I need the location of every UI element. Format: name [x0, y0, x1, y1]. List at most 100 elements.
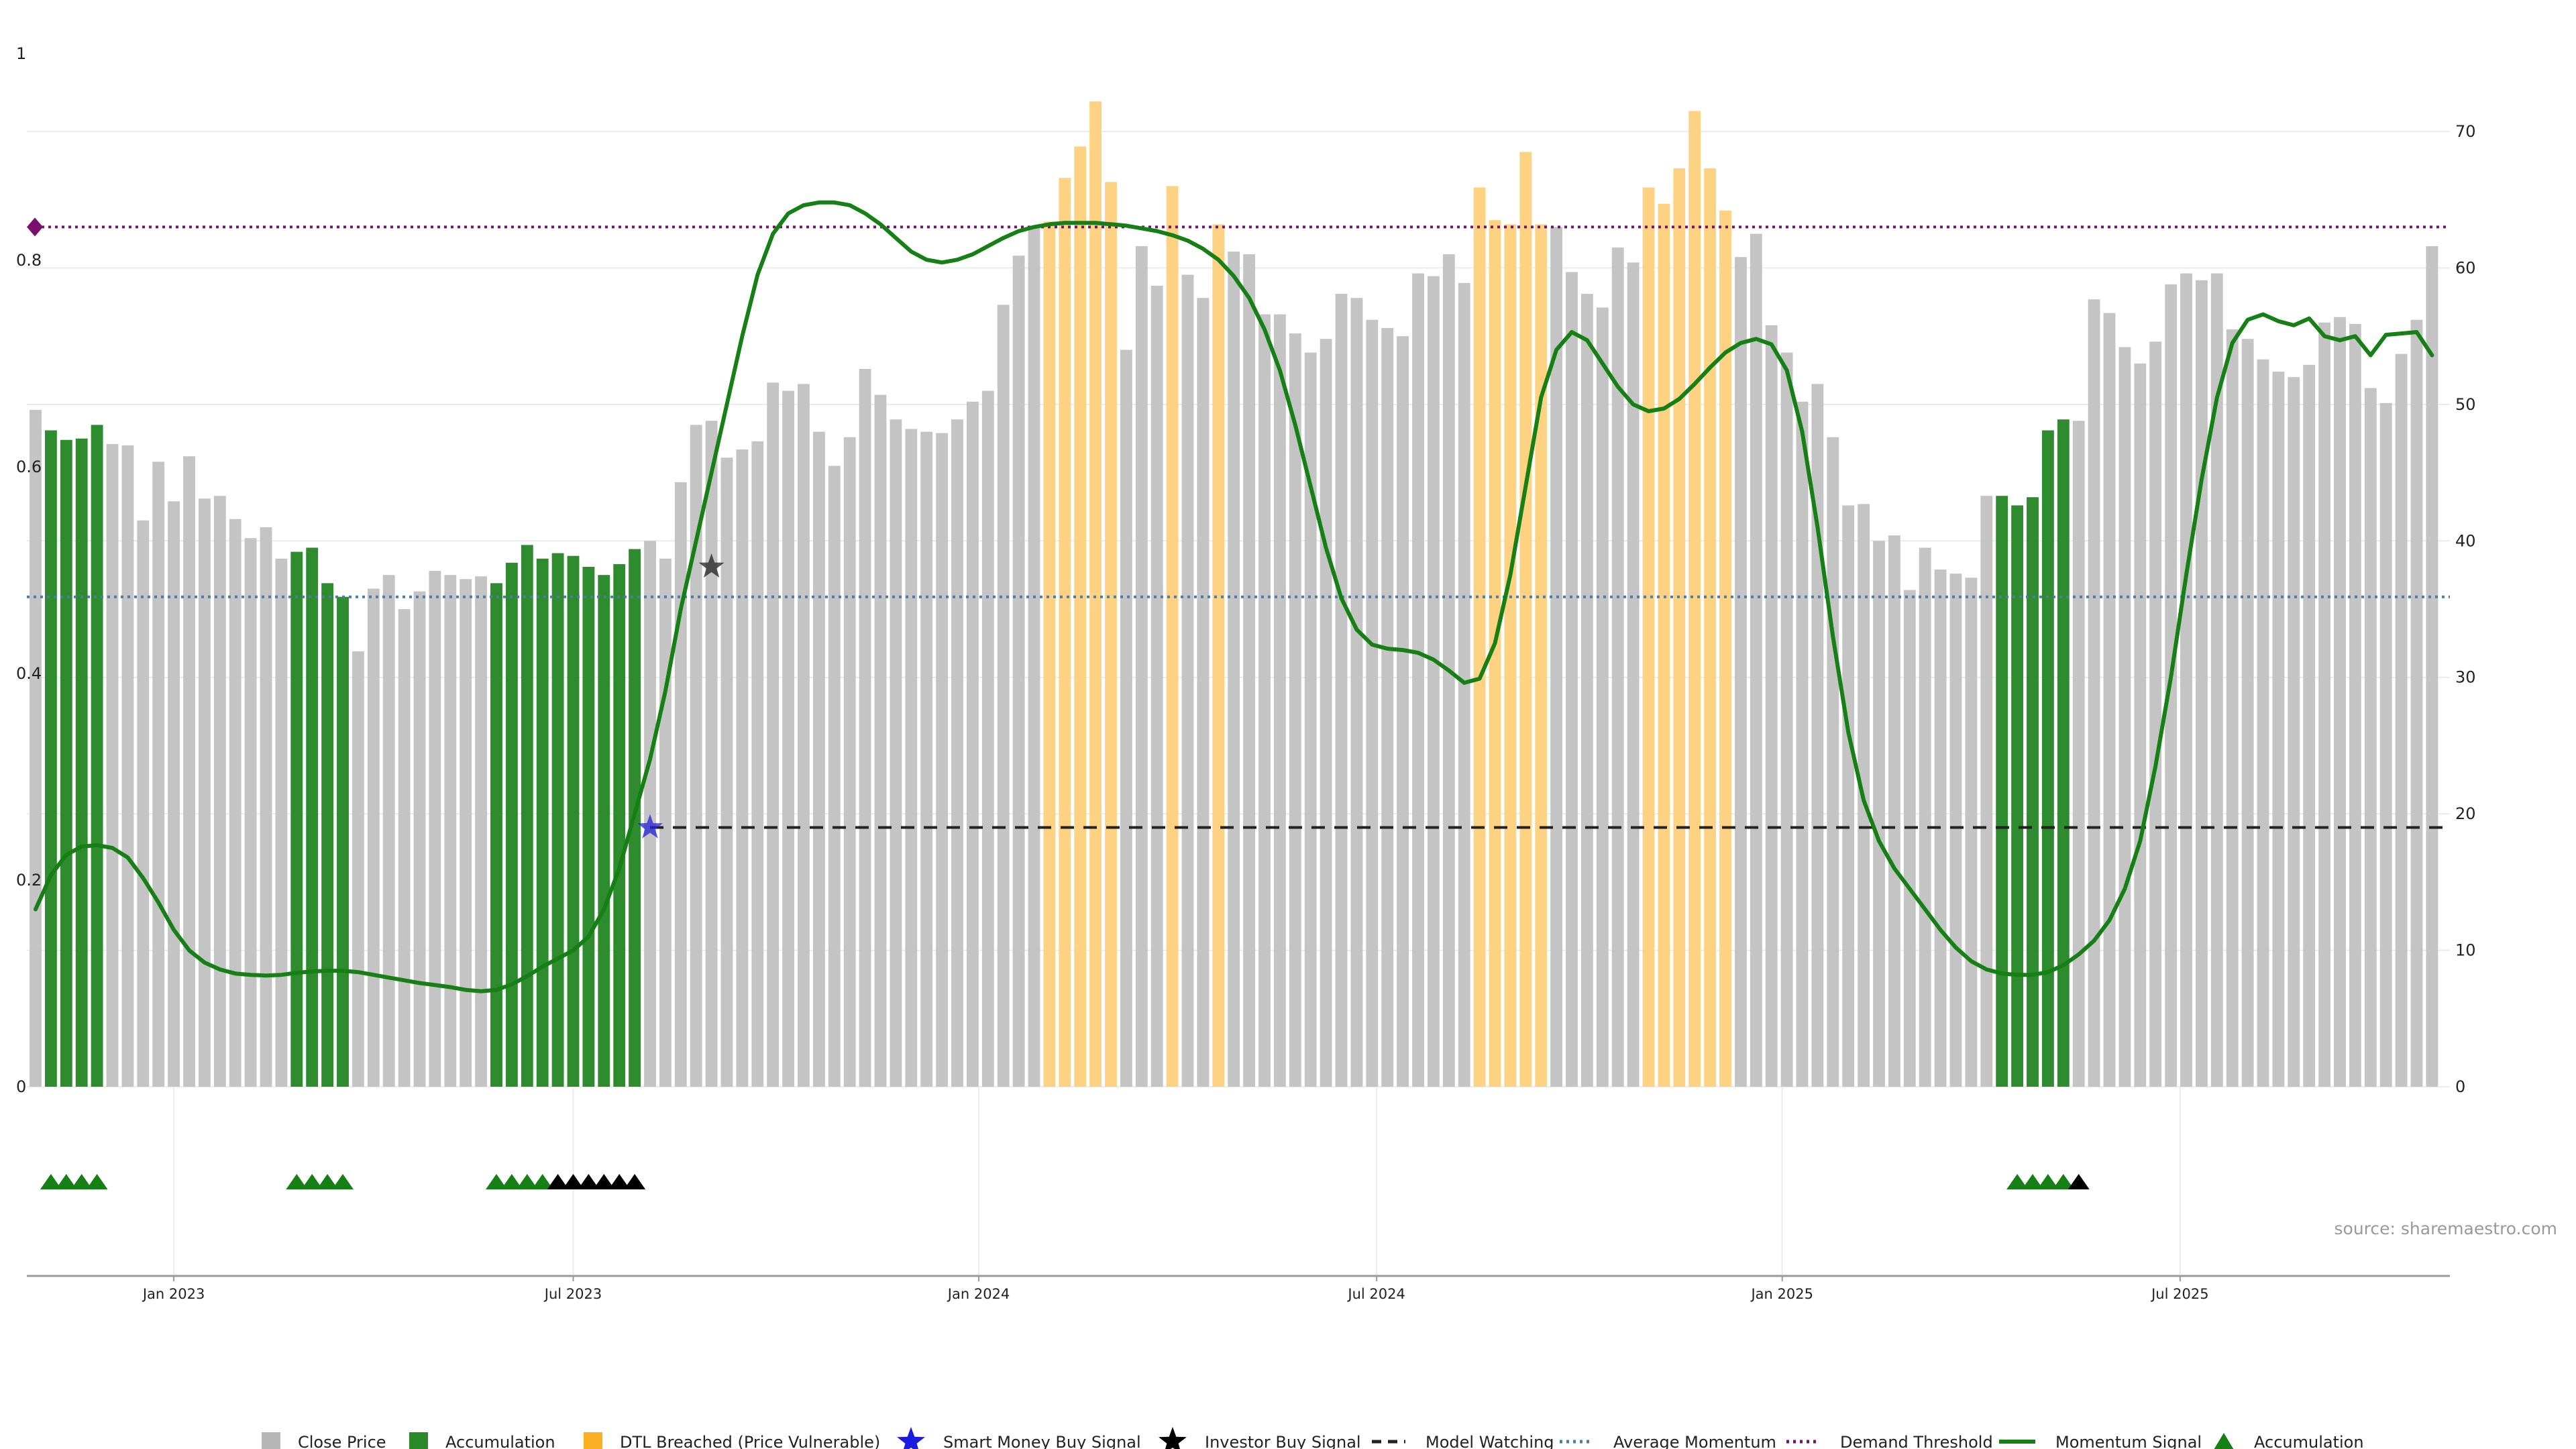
dtl-bar	[1473, 187, 1486, 1087]
close-price-bar	[1827, 437, 1839, 1087]
source-note: source: sharemaestro.com	[2334, 1219, 2558, 1238]
close-price-bar	[828, 466, 841, 1087]
close-price-bar	[1150, 285, 1163, 1087]
close-price-bar	[874, 394, 887, 1087]
close-price-bar	[798, 384, 810, 1087]
accumulation-bar	[2011, 505, 2024, 1087]
close-price-bar	[736, 449, 749, 1087]
dtl-bar	[1059, 178, 1071, 1087]
accumulation-bar	[337, 596, 349, 1087]
legend: Close Price Accumulation DTL Breached (Pri…	[262, 1427, 2364, 1449]
x-axis-tick-label: Jul 2025	[2150, 1286, 2208, 1302]
close-price-bar	[890, 419, 902, 1087]
close-price-bar	[460, 579, 472, 1087]
close-price-bar	[644, 541, 656, 1087]
accumulation-triangle	[332, 1174, 354, 1189]
legend-swatch-triangle-icon	[2214, 1433, 2234, 1449]
close-price-bar	[843, 437, 856, 1087]
close-price-bar	[244, 538, 257, 1087]
accumulation-triangle	[531, 1174, 553, 1189]
dtl-bar	[1105, 182, 1117, 1087]
accumulation-bar	[60, 439, 72, 1087]
close-price-bar	[429, 571, 441, 1087]
accumulation-bar	[321, 583, 334, 1087]
reference-lines	[27, 217, 2450, 829]
close-price-bar	[936, 433, 949, 1087]
close-price-bar	[1965, 578, 1978, 1087]
left-axis-tick: 0.8	[16, 251, 42, 270]
close-price-bar	[275, 558, 288, 1087]
close-price-bar	[981, 390, 994, 1087]
close-price-bar	[198, 498, 211, 1087]
accumulation-bar	[2057, 419, 2070, 1087]
close-price-bar	[2180, 273, 2192, 1087]
close-price-bar	[1919, 547, 1931, 1087]
accumulation-bar	[521, 545, 533, 1087]
legend-label: Close Price	[298, 1433, 386, 1449]
legend-swatch-star-icon	[1159, 1427, 1187, 1449]
dtl-bar	[1519, 152, 1532, 1087]
right-axis-tick: 20	[2455, 804, 2476, 823]
close-price-bar	[1335, 294, 1348, 1087]
close-price-bar	[1228, 252, 1240, 1087]
close-price-bar	[659, 558, 672, 1087]
x-axis-tick-label: Jul 2024	[1346, 1286, 1405, 1302]
close-price-bar	[398, 609, 411, 1087]
dtl-bar	[1535, 224, 1548, 1087]
legend-item: Momentum Signal	[1999, 1433, 2202, 1449]
close-price-bar	[1458, 282, 1470, 1087]
close-price-bar	[1366, 319, 1379, 1087]
left-axis-tick: 0.2	[16, 871, 42, 890]
close-price-bar	[367, 588, 380, 1087]
signal-triangle	[547, 1174, 569, 1189]
legend-item: Average Momentum	[1560, 1433, 1776, 1449]
left-axis-tick: 1	[16, 44, 26, 63]
accumulation-bar	[2041, 430, 2054, 1087]
right-axis-tick: 60	[2455, 258, 2476, 277]
legend-item: Demand Threshold	[1786, 1433, 1993, 1449]
close-price-bar	[413, 591, 426, 1087]
close-price-bar	[1120, 350, 1132, 1087]
legend-item: Smart Money Buy Signal	[897, 1427, 1141, 1449]
close-price-bar	[690, 425, 702, 1087]
dtl-bar	[1642, 187, 1655, 1087]
close-price-bar	[2318, 322, 2331, 1087]
close-price-bar	[2349, 323, 2361, 1087]
close-price-bar	[2395, 354, 2408, 1087]
dtl-bar	[1074, 146, 1087, 1087]
right-axis-tick: 40	[2455, 531, 2476, 550]
accumulation-markers	[40, 1174, 2090, 1189]
legend-label: Demand Threshold	[1840, 1433, 1993, 1449]
close-price-bar	[1780, 352, 1793, 1087]
close-price-bar	[1289, 333, 1301, 1087]
close-price-bar	[1028, 227, 1040, 1087]
close-price-bar	[1888, 535, 1900, 1087]
close-price-bar	[1381, 327, 1394, 1087]
buy-signals	[637, 553, 724, 839]
close-price-bar	[152, 462, 165, 1087]
accumulation-bar	[1996, 496, 2008, 1087]
close-price-bar	[1135, 246, 1148, 1087]
right-axis-tick: 70	[2455, 122, 2476, 141]
accumulation-bar	[598, 575, 610, 1087]
close-price-bar	[1980, 496, 1993, 1087]
close-price-bar	[966, 401, 979, 1087]
left-axis-tick: 0.4	[16, 664, 42, 683]
right-axis-tick: 10	[2455, 941, 2476, 960]
dtl-bar	[1043, 221, 1056, 1087]
signal-triangle	[578, 1174, 600, 1189]
accumulation-triangle	[2006, 1174, 2029, 1189]
accumulation-triangle	[2022, 1174, 2043, 1189]
close-price-bar	[2379, 402, 2392, 1087]
close-price-bar	[782, 390, 795, 1087]
close-price-bar	[751, 441, 764, 1087]
close-price-bar	[2334, 317, 2346, 1087]
accumulation-triangle	[55, 1174, 77, 1189]
accumulation-bar	[490, 583, 502, 1087]
legend-swatch-square	[409, 1432, 428, 1449]
close-price-bar	[2410, 319, 2423, 1087]
legend-item: Close Price	[262, 1432, 386, 1449]
legend-label: Investor Buy Signal	[1205, 1433, 1361, 1449]
